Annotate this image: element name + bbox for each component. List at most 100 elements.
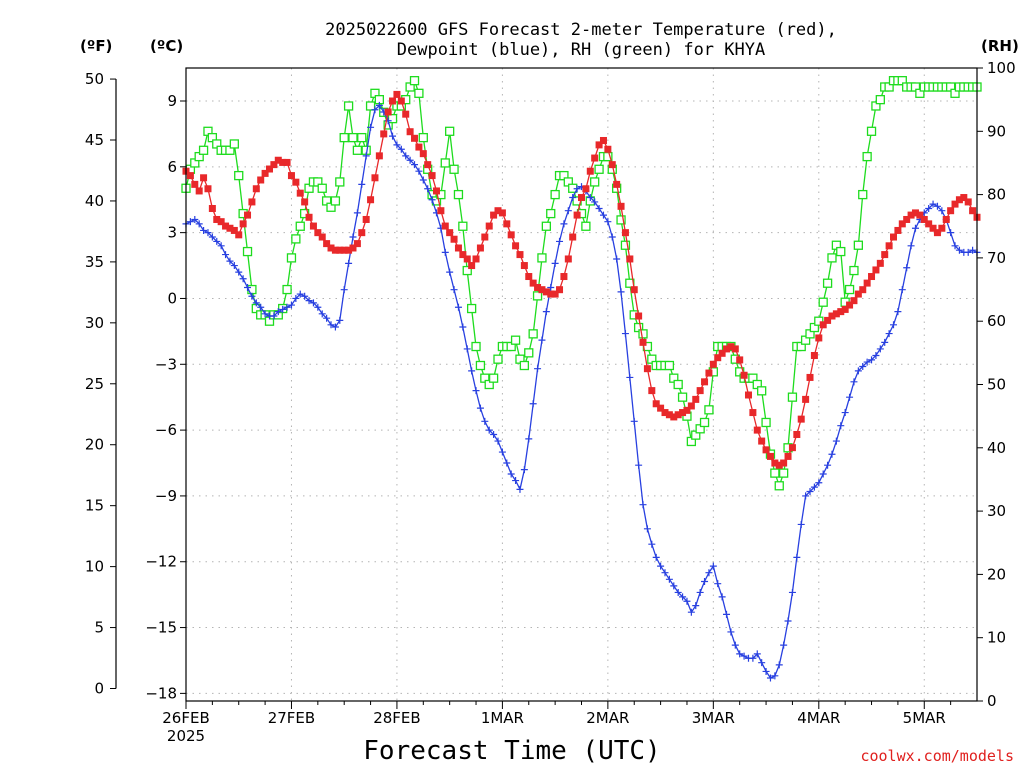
dewpoint-point	[911, 224, 919, 232]
temperature-point	[226, 224, 234, 232]
dewpoint-point	[766, 674, 774, 682]
dewpoint-point	[397, 145, 405, 153]
dewpoint-point	[336, 316, 344, 324]
temperature-point	[305, 213, 313, 221]
temperature-point	[639, 338, 647, 346]
dewpoint-point	[679, 593, 687, 601]
temperature-point	[314, 229, 322, 237]
temperature-point	[556, 286, 564, 294]
dewpoint-point	[652, 553, 660, 561]
temperature-point	[248, 198, 256, 206]
x-tick-label: 2MAR	[586, 709, 629, 727]
rh-point	[757, 386, 767, 396]
temperature-point	[793, 430, 801, 438]
temperature-point	[393, 90, 401, 98]
dewpoint-point	[758, 659, 766, 667]
rh-point	[616, 215, 626, 225]
dewpoint-point	[244, 283, 252, 291]
temperature-point	[582, 185, 590, 193]
temperature-point	[824, 316, 832, 324]
temperature-point	[345, 246, 353, 254]
dewpoint-point	[815, 479, 823, 487]
rh-point	[546, 208, 556, 219]
axes: 504540353025201510509630−3−6−9−12−15−181…	[85, 59, 1016, 745]
temperature-point	[323, 240, 331, 248]
dewpoint-point	[780, 641, 788, 649]
temperature-point	[762, 446, 770, 454]
x-tick-label: 3MAR	[692, 709, 735, 727]
rh-tick-label: 80	[987, 186, 1006, 204]
dewpoint-point	[933, 202, 941, 210]
temperature-point	[630, 286, 638, 294]
rh-point	[524, 348, 534, 358]
dewpoint-point	[208, 233, 216, 241]
temperature-point	[230, 226, 238, 234]
temperature-point	[204, 185, 212, 193]
rh-point	[445, 126, 455, 136]
dewpoint-point	[292, 294, 300, 302]
x-tick-label: 26FEB	[162, 709, 209, 727]
dewpoint-point	[362, 152, 370, 160]
dewpoint-point	[186, 218, 194, 226]
temperature-point	[349, 244, 357, 252]
temperature-point	[503, 220, 511, 228]
dewpoint-point	[837, 422, 845, 430]
rh-point	[673, 379, 683, 390]
x-tick-label: 28FEB	[373, 709, 420, 727]
rh-point	[365, 101, 376, 111]
rh-point	[458, 221, 468, 231]
dewpoint-point	[714, 580, 722, 588]
dewpoint-point	[841, 409, 849, 417]
dewpoint-point	[564, 207, 572, 215]
dewpoint-point	[736, 650, 744, 658]
temperature-point	[679, 409, 687, 417]
dewpoint-point	[665, 575, 673, 583]
dewpoint-point	[512, 477, 520, 485]
temperature-point	[938, 224, 946, 232]
temperature-point	[301, 198, 309, 206]
temperature-point	[235, 231, 243, 239]
rh-point	[414, 88, 424, 98]
rh-point	[198, 145, 209, 155]
temperature-point	[951, 200, 959, 208]
dewpoint-point	[617, 288, 625, 296]
dewpoint-point	[353, 209, 361, 217]
rh-point	[299, 208, 310, 219]
dewpoint-point	[802, 492, 810, 500]
temperature-point	[766, 452, 774, 460]
dewpoint-point	[586, 194, 594, 202]
temperature-point	[569, 233, 577, 241]
rh-point	[528, 329, 538, 339]
temperature-point	[336, 246, 344, 254]
dewpoint-point	[885, 330, 893, 338]
dewpoint-point	[498, 448, 506, 456]
temperature-point	[876, 259, 884, 267]
temperature-point	[894, 226, 902, 234]
temperature-point	[788, 444, 796, 452]
temperature-line	[185, 93, 978, 466]
dewpoint-point	[534, 365, 542, 373]
dewpoint-point	[727, 628, 735, 636]
temperature-point	[771, 459, 779, 467]
temperature-point	[244, 211, 252, 219]
rh-point	[770, 468, 780, 478]
celsius-unit-label: (ºC)	[150, 37, 183, 55]
temperature-point	[186, 172, 194, 180]
celsius-tick-label: −12	[145, 553, 177, 571]
dewpoint-point	[731, 641, 739, 649]
dewpoint-point	[314, 303, 322, 311]
dewpoint-point	[881, 338, 889, 346]
temperature-point	[472, 255, 480, 263]
temperature-point	[652, 400, 660, 408]
dewpoint-point	[257, 303, 265, 311]
dewpoint-point	[784, 617, 792, 625]
dewpoint-point	[569, 194, 577, 202]
rh-point	[519, 360, 530, 371]
temperature-point	[714, 354, 722, 362]
dewpoint-point	[613, 255, 621, 263]
dewpoint-point	[938, 207, 946, 215]
rh-tick-label: 100	[987, 59, 1016, 77]
dewpoint-point	[670, 582, 678, 590]
temperature-point	[810, 352, 818, 360]
dewpoint-point	[556, 237, 564, 245]
